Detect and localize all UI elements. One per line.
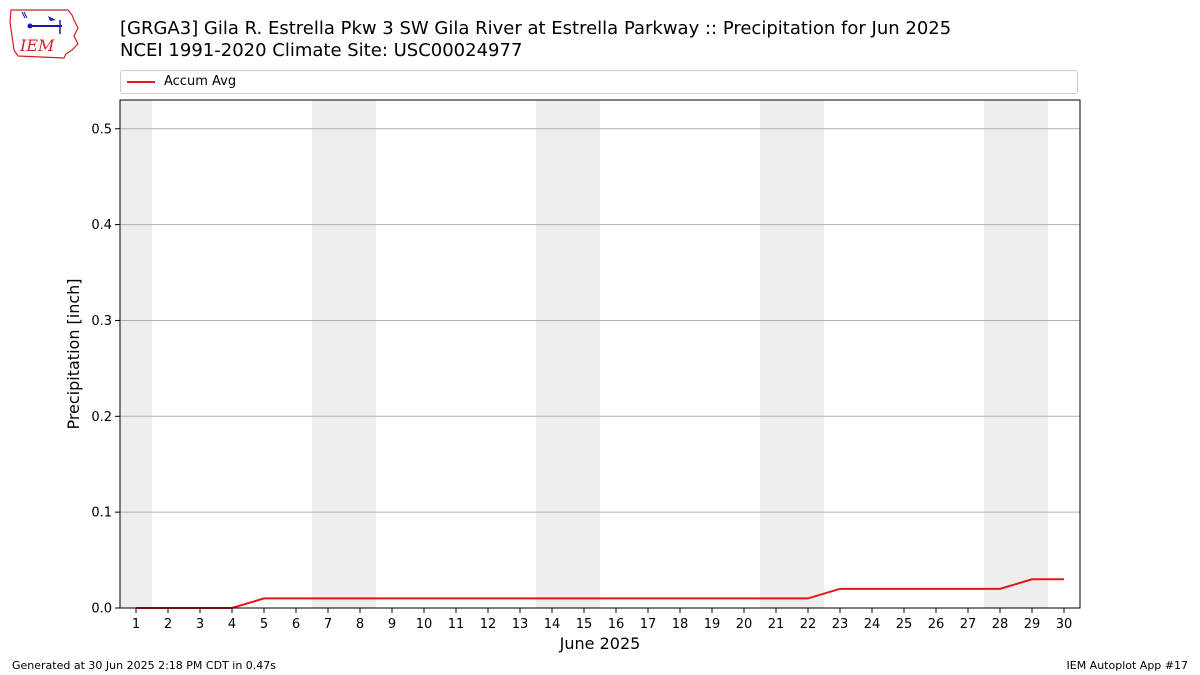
weekend-shade [120, 100, 152, 608]
x-tick-label: 6 [292, 617, 300, 632]
x-tick-label: 14 [544, 617, 561, 632]
y-tick-label: 0.2 [91, 410, 112, 425]
data-point [743, 597, 745, 599]
data-point [455, 597, 457, 599]
weekend-shade [760, 100, 792, 608]
x-tick-label: 9 [388, 617, 396, 632]
data-point [359, 597, 361, 599]
x-tick-label: 12 [480, 617, 497, 632]
data-point [967, 588, 969, 590]
x-tick-label: 19 [704, 617, 721, 632]
x-tick-label: 1 [132, 617, 140, 632]
x-tick-label: 13 [512, 617, 529, 632]
data-point [295, 597, 297, 599]
footer-app-text: IEM Autoplot App #17 [1066, 659, 1189, 672]
x-tick-label: 17 [640, 617, 657, 632]
data-point [583, 597, 585, 599]
x-tick-label: 30 [1056, 617, 1073, 632]
x-tick-label: 18 [672, 617, 689, 632]
iem-logo-text: IEM [19, 36, 55, 55]
y-tick-label: 0.1 [91, 506, 112, 521]
x-tick-label: 3 [196, 617, 204, 632]
data-point [935, 588, 937, 590]
x-tick-label: 28 [992, 617, 1009, 632]
data-point [679, 597, 681, 599]
footer-generated-text: Generated at 30 Jun 2025 2:18 PM CDT in … [12, 659, 277, 672]
y-tick-label: 0.0 [91, 602, 112, 617]
weekend-shade [312, 100, 344, 608]
data-point [391, 597, 393, 599]
x-tick-label: 20 [736, 617, 753, 632]
weekend-shade [344, 100, 376, 608]
iem-logo: IEM [9, 9, 79, 59]
data-point [519, 597, 521, 599]
y-tick-label: 0.4 [91, 218, 112, 233]
x-tick-label: 26 [928, 617, 945, 632]
y-axis-label: Precipitation [inch] [64, 278, 83, 429]
weekend-shade [984, 100, 1016, 608]
series-line-accum-avg [136, 578, 1064, 609]
x-tick-label: 2 [164, 617, 172, 632]
data-point [615, 597, 617, 599]
weekend-shade [568, 100, 600, 608]
chart-title: [GRGA3] Gila R. Estrella Pkw 3 SW Gila R… [120, 18, 952, 39]
data-point [647, 597, 649, 599]
weekend-shade [1016, 100, 1048, 608]
legend-label-accum-avg: Accum Avg [164, 74, 237, 89]
x-axis-label: June 2025 [559, 634, 641, 653]
data-point [551, 597, 553, 599]
chart-subtitle: NCEI 1991-2020 Climate Site: USC00024977 [120, 40, 523, 61]
x-tick-label: 10 [416, 617, 433, 632]
data-point [999, 588, 1001, 590]
data-point [839, 588, 841, 590]
data-point [1031, 578, 1033, 580]
x-tick-label: 16 [608, 617, 625, 632]
legend-swatch-accum-avg [127, 81, 155, 83]
data-point [423, 597, 425, 599]
data-point [871, 588, 873, 590]
x-tick-label: 23 [832, 617, 849, 632]
x-tick-label: 5 [260, 617, 268, 632]
weekend-shade [792, 100, 824, 608]
data-point [327, 597, 329, 599]
x-tick-label: 22 [800, 617, 817, 632]
x-tick-label: 21 [768, 617, 785, 632]
y-tick-label: 0.3 [91, 314, 112, 329]
x-tick-label: 15 [576, 617, 593, 632]
legend: Accum Avg [120, 70, 1078, 94]
x-tick-label: 27 [960, 617, 977, 632]
iowa-outline-shape [9, 9, 79, 59]
x-tick-label: 25 [896, 617, 913, 632]
data-point [711, 597, 713, 599]
plot-frame [119, 99, 1081, 609]
x-tick-label: 4 [228, 617, 236, 632]
data-point [775, 597, 777, 599]
x-tick-label: 11 [448, 617, 465, 632]
weekend-shade [536, 100, 568, 608]
data-point [1063, 578, 1065, 580]
data-point [263, 597, 265, 599]
x-tick-label: 29 [1024, 617, 1041, 632]
x-tick-label: 24 [864, 617, 881, 632]
data-point [807, 597, 809, 599]
y-tick-label: 0.5 [91, 122, 112, 137]
x-tick-label: 7 [324, 617, 332, 632]
x-tick-label: 8 [356, 617, 364, 632]
data-point [487, 597, 489, 599]
data-point [903, 588, 905, 590]
